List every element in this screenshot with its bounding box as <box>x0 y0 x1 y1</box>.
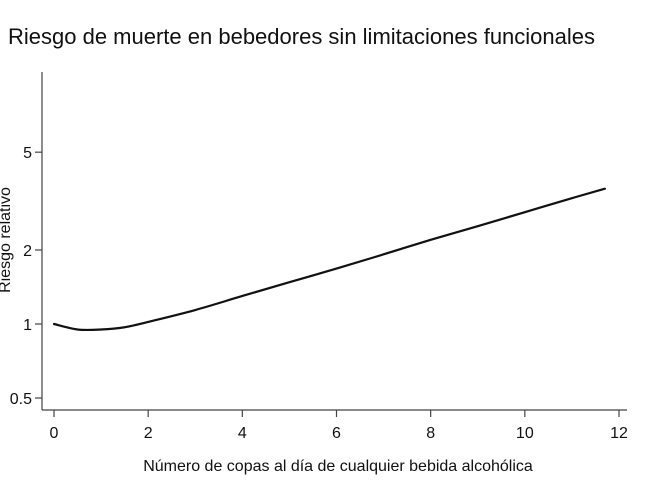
x-axis-ticks: 0 2 4 6 8 10 12 <box>50 410 628 442</box>
y-axis-ticks: 0.5 1 2 5 <box>10 145 42 408</box>
x-tick-label: 4 <box>238 425 247 442</box>
x-tick-label: 10 <box>516 425 534 442</box>
x-tick-label: 12 <box>610 425 628 442</box>
x-tick-label: 8 <box>426 425 435 442</box>
x-tick-label: 6 <box>332 425 341 442</box>
y-tick-label: 5 <box>23 145 32 162</box>
y-tick-label: 2 <box>23 243 32 260</box>
chart-title: Riesgo de muerte en bebedores sin limita… <box>8 24 595 49</box>
x-tick-label: 2 <box>144 425 153 442</box>
series-line <box>52 187 606 332</box>
x-axis-label: Número de copas al día de cualquier bebi… <box>143 458 533 475</box>
y-tick-label: 1 <box>23 317 32 334</box>
y-axis-label: Riesgo relativo <box>0 187 14 293</box>
x-tick-label: 0 <box>50 425 59 442</box>
y-tick-label: 0.5 <box>10 391 32 408</box>
